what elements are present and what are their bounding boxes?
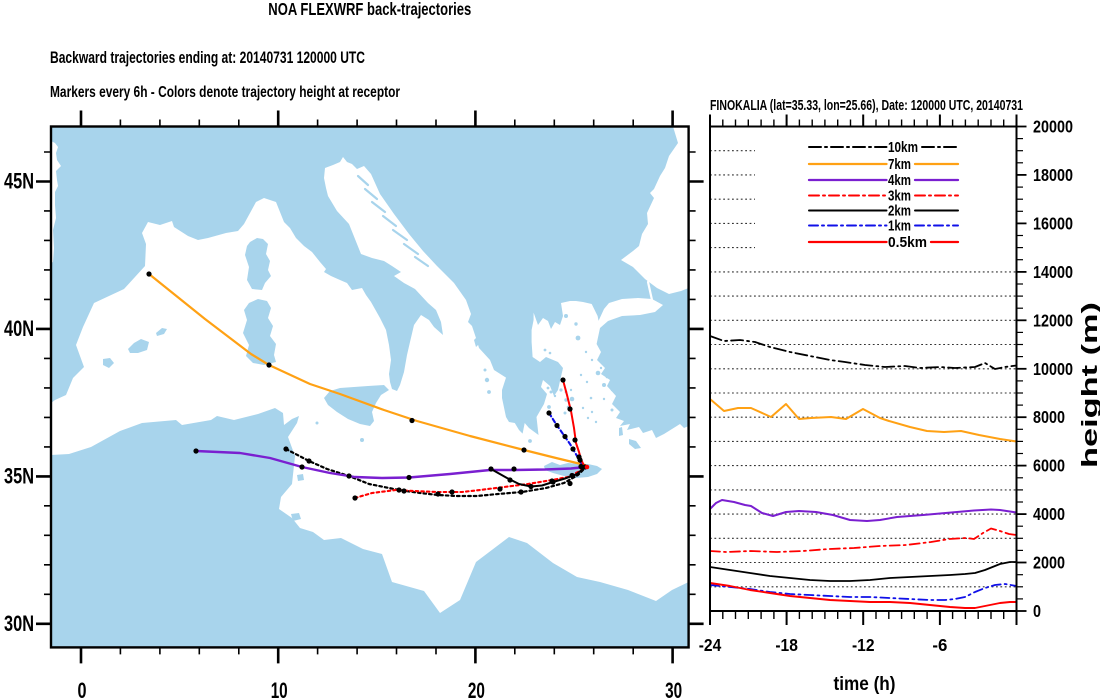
svg-text:2km: 2km: [888, 204, 911, 220]
svg-text:NOA FLEXWRF back-trajectories: NOA FLEXWRF back-trajectories: [268, 0, 471, 19]
svg-text:7km: 7km: [888, 157, 911, 173]
svg-text:-24: -24: [699, 635, 722, 655]
svg-text:6000: 6000: [1033, 456, 1065, 476]
svg-text:8000: 8000: [1033, 407, 1065, 427]
svg-text:30: 30: [665, 678, 682, 700]
svg-text:30N: 30N: [4, 611, 34, 636]
svg-text:-6: -6: [932, 635, 947, 655]
svg-text:Markers every 6h - Colors deno: Markers every 6h - Colors denote traject…: [50, 84, 400, 101]
svg-text:Backward trajectories ending a: Backward trajectories ending at: 2014073…: [50, 48, 365, 67]
svg-text:time (h): time (h): [834, 673, 896, 695]
svg-text:10km: 10km: [888, 140, 918, 156]
svg-text:45N: 45N: [4, 168, 34, 193]
svg-text:0: 0: [78, 678, 87, 700]
svg-text:14000: 14000: [1033, 262, 1073, 282]
svg-text:4000: 4000: [1033, 504, 1065, 524]
svg-text:1km: 1km: [888, 219, 911, 235]
svg-text:10000: 10000: [1033, 359, 1073, 379]
svg-text:18000: 18000: [1033, 165, 1073, 185]
svg-text:3km: 3km: [888, 189, 911, 205]
svg-text:2000: 2000: [1033, 553, 1065, 573]
svg-text:40N: 40N: [4, 316, 34, 341]
svg-text:35N: 35N: [4, 463, 34, 488]
svg-text:16000: 16000: [1033, 213, 1073, 233]
svg-text:0: 0: [1033, 601, 1041, 621]
svg-text:20000: 20000: [1033, 117, 1073, 137]
svg-text:height (m): height (m): [1077, 302, 1100, 468]
svg-text:-18: -18: [775, 635, 798, 655]
svg-text:4km: 4km: [888, 173, 911, 189]
svg-text:-12: -12: [852, 635, 875, 655]
svg-text:20: 20: [468, 678, 485, 700]
svg-text:0.5km: 0.5km: [888, 235, 927, 251]
svg-text:12000: 12000: [1033, 310, 1073, 330]
svg-text:10: 10: [271, 678, 288, 700]
svg-text:FINOKALIA (lat=35.33, lon=25.: FINOKALIA (lat=35.33, lon=25.66), Date: …: [710, 98, 1023, 114]
